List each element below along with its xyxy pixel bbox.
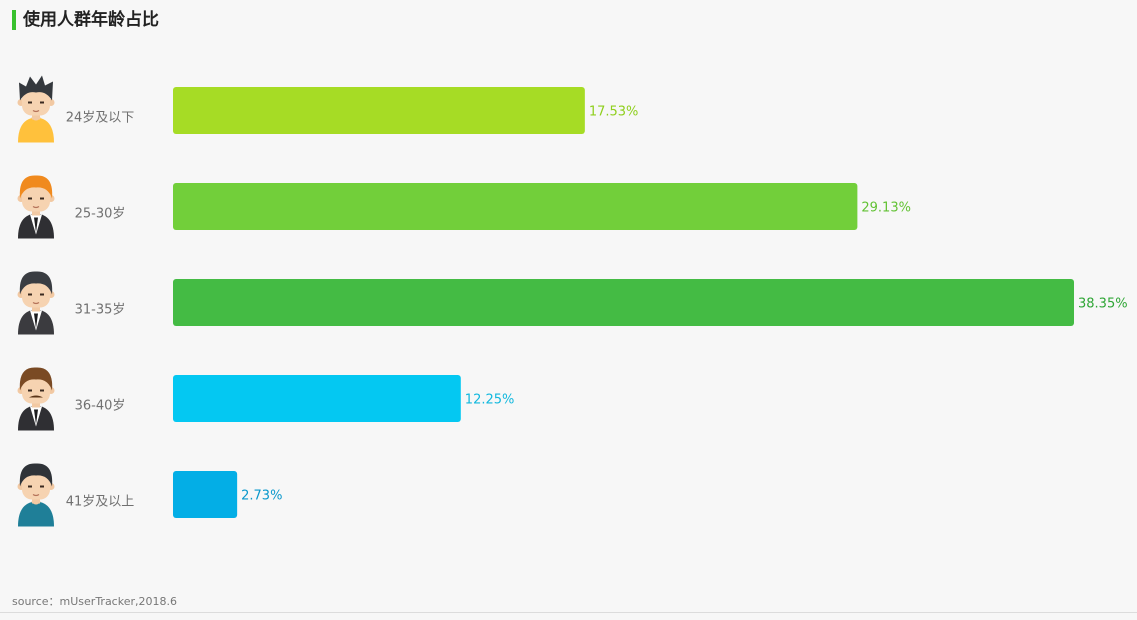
data-label: 17.53% xyxy=(589,105,639,120)
category-label: 24岁及以下 xyxy=(66,111,135,126)
category-label: 41岁及以上 xyxy=(66,495,135,510)
category-label: 36-40岁 xyxy=(75,399,126,414)
bar xyxy=(173,183,858,230)
category-label: 25-30岁 xyxy=(75,207,126,222)
bottom-divider xyxy=(0,612,1137,613)
man-teal-shirt-icon xyxy=(17,463,55,527)
man-gray-suit-icon xyxy=(17,271,55,335)
bar xyxy=(173,375,461,422)
bar xyxy=(173,87,585,134)
data-label: 29.13% xyxy=(861,201,911,216)
chart-title: 使用人群年龄占比 xyxy=(23,10,159,30)
chart-title-block: 使用人群年龄占比 xyxy=(12,9,159,31)
man-orange-hair-suit-icon xyxy=(17,175,55,239)
title-accent-bar xyxy=(12,10,16,30)
category-label: 31-35岁 xyxy=(75,303,126,318)
data-label: 12.25% xyxy=(465,393,515,408)
age-bar-chart: 24岁及以下 17.53% 25-30岁 29.13% 31-35岁 38.35% 36-4… xyxy=(17,75,1128,527)
bar xyxy=(173,279,1074,326)
data-label: 2.73% xyxy=(241,489,282,504)
man-mustache-suit-icon xyxy=(17,367,55,431)
data-label: 38.35% xyxy=(1078,297,1128,312)
bar xyxy=(173,471,238,518)
young-man-yellow-shirt-icon xyxy=(17,75,55,143)
source-note: source：mUserTracker,2018.6 xyxy=(12,595,177,608)
